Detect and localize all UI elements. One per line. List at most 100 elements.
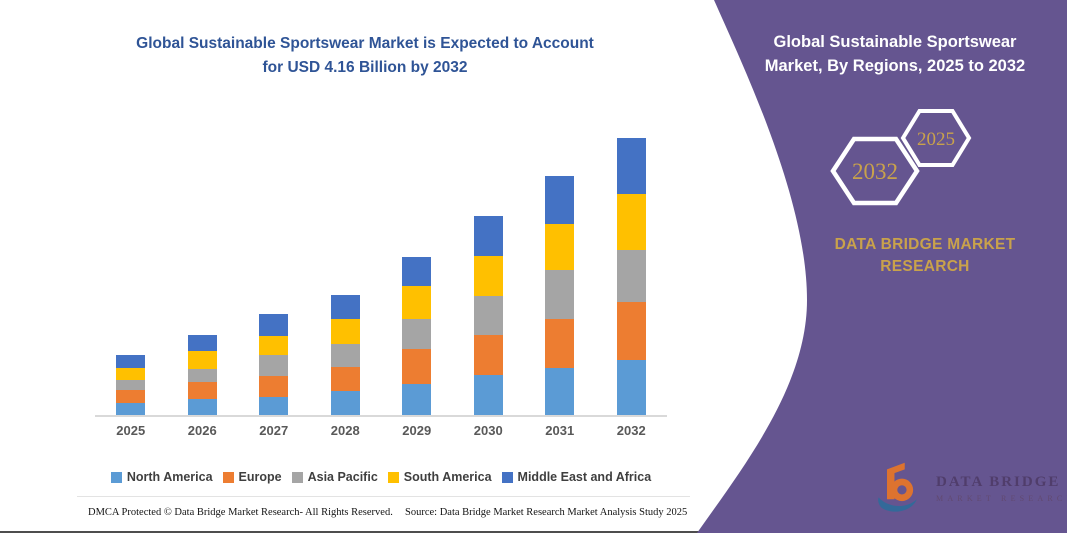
source-note: Source: Data Bridge Market Research Mark…: [405, 507, 688, 518]
segment-middle-east-and-africa-2025: [116, 355, 146, 369]
segment-asia-pacific-2028: [330, 343, 360, 367]
logo-b-bowl: [890, 478, 914, 502]
segment-south-america-2030: [473, 256, 503, 296]
segment-north-america-2028: [330, 391, 360, 415]
stacked-bar-2027: [259, 313, 289, 415]
segment-middle-east-and-africa-2032: [616, 138, 646, 194]
chart-title-line1: Global Sustainable Sportswear Market is …: [136, 35, 594, 52]
bar-slot-2029: [381, 120, 453, 415]
segment-europe-2028: [330, 367, 360, 391]
legend-item-europe: Europe: [222, 470, 282, 484]
segment-asia-pacific-2025: [116, 380, 146, 390]
segment-asia-pacific-2031: [545, 269, 575, 319]
logo-text-block: DATA BRIDGE MARKET RESEARCH: [936, 474, 1067, 503]
segment-north-america-2031: [545, 368, 575, 415]
stacked-bar-2028: [330, 295, 360, 415]
x-axis-label-2027: 2027: [259, 423, 289, 438]
legend-item-south-america: South America: [387, 470, 492, 484]
data-bridge-b-icon: [878, 462, 917, 512]
segment-south-america-2029: [402, 285, 432, 320]
bar-slot-2025: [95, 120, 167, 415]
segment-north-america-2029: [402, 383, 432, 415]
segment-north-america-2027: [259, 397, 289, 415]
segment-north-america-2032: [616, 359, 646, 415]
bar-slot-2030: [453, 120, 525, 415]
segment-europe-2031: [545, 318, 575, 369]
panel-title-line1: Global Sustainable Sportswear: [773, 33, 1017, 51]
stacked-bar-2030: [473, 216, 503, 415]
segment-europe-2029: [402, 349, 432, 384]
chart-area: [95, 120, 667, 417]
legend-label-north-america: North America: [126, 470, 213, 484]
segment-middle-east-and-africa-2028: [330, 295, 360, 320]
hexagon-year-2025: 2025: [917, 129, 955, 150]
legend-marker-south-america-icon: [387, 471, 399, 483]
x-axis-label-2026: 2026: [187, 423, 217, 438]
chart-title-line2: for USD 4.16 Billion by 2032: [262, 59, 468, 76]
segment-south-america-2028: [330, 319, 360, 344]
segment-middle-east-and-africa-2029: [402, 256, 432, 286]
segment-europe-2025: [116, 389, 146, 403]
segment-asia-pacific-2032: [616, 249, 646, 303]
segment-europe-2030: [473, 335, 503, 375]
chart-legend: North America Europe Asia Pacific South Ame…: [88, 470, 674, 484]
x-axis-label-2031: 2031: [545, 423, 575, 438]
panel-title: Global Sustainable Sportswear Market, By…: [745, 30, 1045, 78]
segment-south-america-2032: [616, 193, 646, 250]
legend-marker-middle-east-and-africa-icon: [501, 471, 513, 483]
segment-middle-east-and-africa-2030: [473, 216, 503, 257]
x-axis-label-2025: 2025: [116, 423, 146, 438]
segment-europe-2026: [187, 382, 217, 399]
x-axis-labels: 2025 2026 2027 2028 2029 2030 2031 2032: [95, 423, 667, 438]
x-axis-label-2032: 2032: [616, 423, 646, 438]
segment-asia-pacific-2026: [187, 369, 217, 383]
segment-middle-east-and-africa-2027: [259, 313, 289, 336]
hexagon-2032-icon: [830, 136, 920, 206]
segment-north-america-2030: [473, 375, 503, 415]
legend-marker-europe-icon: [222, 471, 234, 483]
segment-asia-pacific-2029: [402, 319, 432, 350]
brand-wordmark-line1: DATA BRIDGE MARKET: [834, 236, 1016, 253]
legend-item-middle-east-and-africa: Middle East and Africa: [501, 470, 652, 484]
hexagon-2025-icon: [900, 109, 972, 167]
brand-wordmark-line2: RESEARCH: [880, 258, 970, 275]
legend-marker-asia-pacific-icon: [291, 471, 303, 483]
bar-slot-2026: [167, 120, 239, 415]
logo-text-line2: MARKET RESEARCH: [936, 493, 1067, 503]
legend-item-asia-pacific: Asia Pacific: [291, 470, 378, 484]
x-axis-label-2028: 2028: [330, 423, 360, 438]
bar-slot-2028: [310, 120, 382, 415]
segment-middle-east-and-africa-2026: [187, 334, 217, 352]
x-axis-label-2030: 2030: [473, 423, 503, 438]
logo-swoosh: [878, 497, 917, 512]
logo-text-line1: DATA BRIDGE: [936, 473, 1061, 490]
legend-label-south-america: South America: [403, 470, 492, 484]
segment-europe-2032: [616, 302, 646, 360]
segment-europe-2027: [259, 376, 289, 397]
year-hexagons: 2025 2032: [830, 109, 972, 206]
legend-label-europe: Europe: [238, 470, 282, 484]
legend-label-middle-east-and-africa: Middle East and Africa: [517, 470, 652, 484]
dmca-notice: DMCA Protected © Data Bridge Market Rese…: [88, 507, 393, 518]
x-axis-label-2029: 2029: [402, 423, 432, 438]
footer-divider-line: [77, 496, 690, 497]
segment-south-america-2025: [116, 368, 146, 381]
segment-asia-pacific-2030: [473, 295, 503, 335]
legend-item-north-america: North America: [110, 470, 213, 484]
segment-south-america-2027: [259, 335, 289, 356]
bars-container: [95, 120, 667, 415]
segment-middle-east-and-africa-2031: [545, 175, 575, 224]
stacked-bar-2031: [545, 175, 575, 415]
stacked-bar-2026: [187, 334, 217, 415]
segment-south-america-2026: [187, 351, 217, 370]
segment-north-america-2025: [116, 403, 146, 415]
bar-slot-2027: [238, 120, 310, 415]
bottom-border-line: [0, 531, 1067, 533]
bar-slot-2032: [596, 120, 668, 415]
stacked-bar-2029: [402, 256, 432, 415]
legend-label-asia-pacific: Asia Pacific: [307, 470, 378, 484]
bar-slot-2031: [524, 120, 596, 415]
stacked-bar-2032: [616, 138, 646, 415]
